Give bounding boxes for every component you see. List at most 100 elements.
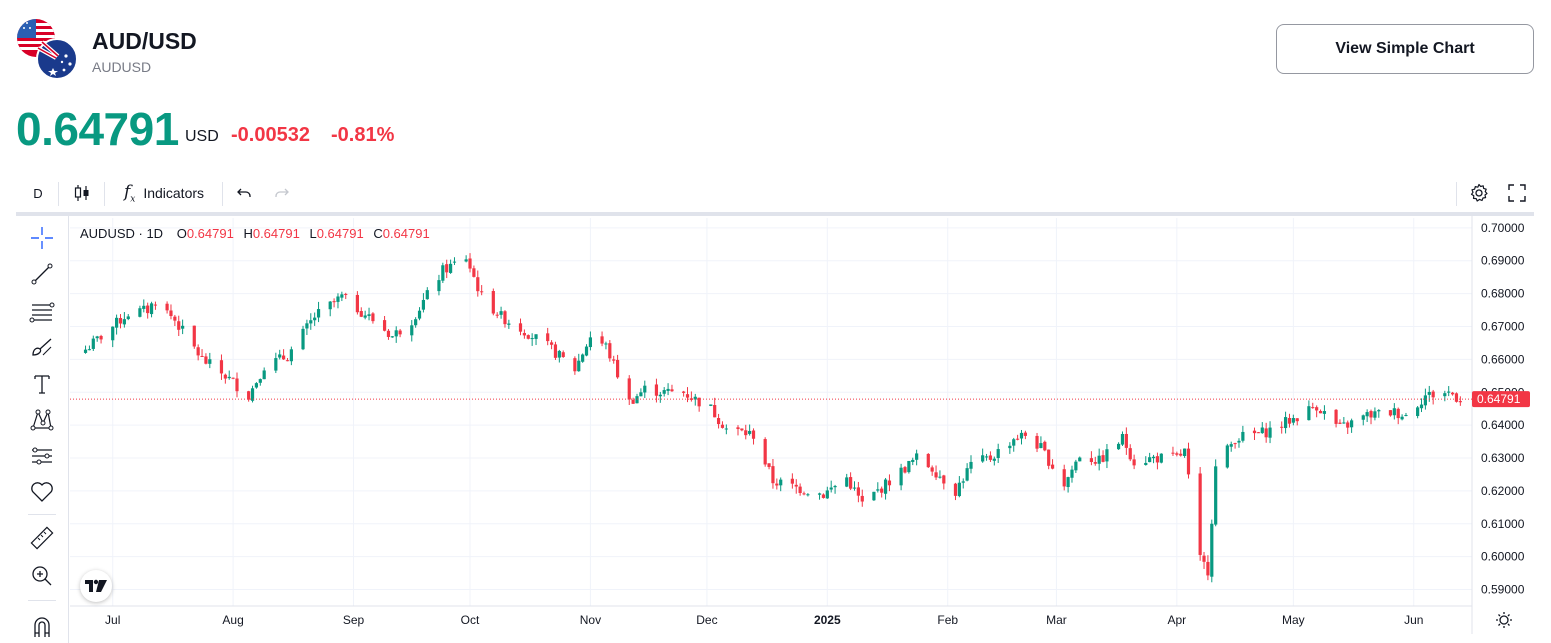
candle-body [957,482,961,497]
fib-retracement-tool[interactable] [26,296,58,328]
x-tick-label: Nov [580,613,601,627]
favorites-tool[interactable] [26,476,58,508]
candle-body [713,405,717,418]
candle-body [1342,422,1346,424]
candle-body [1280,426,1284,428]
settings-button[interactable] [1464,176,1494,210]
crosshair-icon [31,227,53,249]
candle-body [149,303,154,315]
axis-settings-icon [1499,615,1509,625]
candle-body [1016,438,1020,440]
candle-body [615,359,620,378]
candle-body [313,317,317,321]
fullscreen-button[interactable] [1502,176,1532,210]
candle-body [126,316,130,320]
y-tick-label: 0.63000 [1481,451,1525,465]
zoom-in-tool[interactable] [26,560,58,592]
candle-body [682,391,686,393]
candle-body [600,336,604,344]
undo-button[interactable] [230,176,258,210]
candle-body [1050,464,1055,469]
candle-body [425,290,429,300]
candle-body [1365,412,1369,417]
candle-body [518,323,523,332]
candle-body [344,293,348,295]
candle-body [1400,416,1404,420]
price-currency: USD [185,128,219,145]
chart-toolbar: D fx Indicators [16,176,1534,212]
candle-body [771,466,775,484]
crosshair-tool[interactable] [26,222,58,254]
chart-type-button[interactable] [66,176,98,210]
candle-body [452,261,457,263]
candle-body [1186,448,1191,475]
candle-body [1035,435,1039,449]
candle-body [1171,452,1175,454]
magnet-tool[interactable] [26,610,58,642]
candle-body [181,325,185,329]
candle-body [118,318,123,324]
candle-body [480,291,484,293]
fib-retracement-icon [29,302,55,323]
candle-body [716,418,721,425]
candle-body [953,483,958,496]
candle-body [208,359,212,364]
x-tick-label: Dec [696,613,717,627]
candle-body [417,310,422,319]
pattern-tool[interactable] [26,404,58,436]
candle-body [371,313,375,322]
candle-body [1183,448,1187,457]
text-tool[interactable] [26,368,58,400]
candle-body [635,396,639,404]
candle-body [1423,395,1427,406]
candle-body [561,352,565,358]
candle-body [1361,415,1365,420]
candle-body [724,428,728,430]
tools-divider [28,600,56,601]
view-simple-chart-button[interactable]: View Simple Chart [1276,24,1534,74]
candle-body [1151,456,1156,459]
candle-body [398,330,402,335]
candle-body [289,349,293,362]
forecast-tool[interactable] [26,440,58,472]
candle-body [852,487,857,489]
brush-tool[interactable] [26,332,58,364]
x-tick-label: Feb [937,613,958,627]
candle-body [899,467,903,486]
y-tick-label: 0.68000 [1481,287,1525,301]
candle-body [748,430,752,434]
brush-icon [32,338,52,356]
trend-line-tool[interactable] [26,258,58,290]
toolbar-divider [58,182,59,206]
interval-button[interactable]: D [33,185,43,201]
candle-body [1093,462,1097,464]
text-icon [34,375,50,394]
candle-body [1202,555,1206,562]
y-tick-label: 0.69000 [1481,254,1525,268]
tradingview-logo[interactable] [80,570,112,602]
candle-body [577,360,581,372]
candle-body [437,280,441,292]
candle-body [1377,410,1381,412]
candle-body [697,397,701,407]
candle-body [421,299,426,310]
candle-body [1019,432,1024,439]
candle-body [790,478,794,484]
indicators-button[interactable]: fx Indicators [114,176,214,210]
candle-body [1256,432,1260,434]
candle-body [553,344,558,358]
candle-body [91,338,95,349]
candle-body [1074,461,1078,471]
redo-button[interactable] [268,176,296,210]
candle-body [1392,408,1396,416]
candle-body [219,360,224,374]
last-price-tag [1472,391,1530,408]
candle-body [1008,445,1012,449]
candle-body [1132,459,1136,466]
measure-tool[interactable] [26,522,58,554]
candle-body [464,259,468,262]
candle-body [996,449,1000,458]
candle-body [1295,418,1299,422]
candle-body [612,359,616,361]
